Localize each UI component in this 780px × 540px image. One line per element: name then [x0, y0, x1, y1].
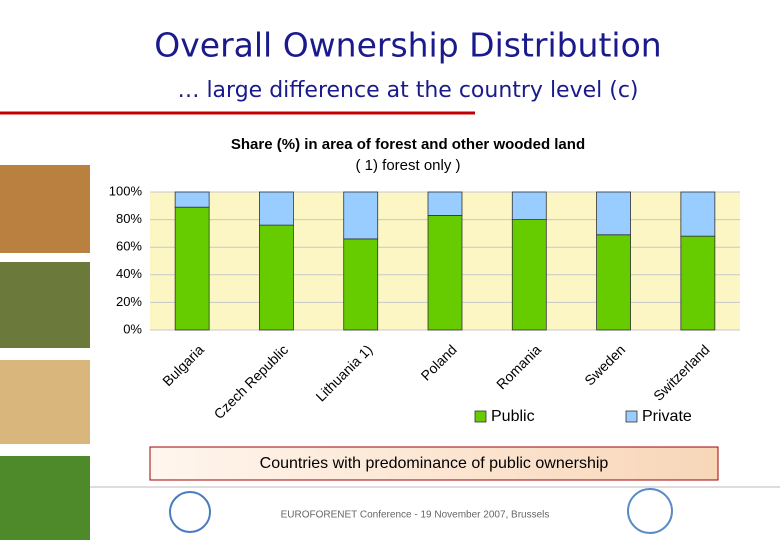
callout-box	[149, 446, 719, 481]
photo-logs	[0, 165, 90, 253]
footer-text: EUROFORENET Conference - 19 November 200…	[281, 510, 550, 521]
bar-segment	[427, 191, 463, 216]
x-tick-label: Lithuania 1)	[312, 341, 375, 404]
un-logo	[627, 488, 673, 534]
y-tick-label: 100%	[109, 183, 143, 198]
callout-text: Countries with predominance of public ow…	[260, 455, 609, 472]
x-tick-label: Switzerland	[650, 341, 712, 403]
bar-segment	[427, 215, 463, 331]
bar-segment	[596, 234, 631, 331]
logo-ring	[169, 491, 211, 533]
fao-logo	[169, 491, 211, 533]
bar-segment	[343, 191, 379, 240]
x-tick-label: Romania	[493, 341, 544, 392]
y-tick-label: 0%	[123, 321, 142, 336]
bar-segment	[259, 224, 294, 331]
slide-subtitle: … large difference at the country level …	[177, 78, 638, 103]
photo-chips	[0, 360, 90, 444]
bar-segment	[259, 191, 294, 226]
bar-segment	[511, 191, 547, 221]
x-tick-label: Czech Republic	[211, 341, 292, 422]
y-tick-label: 40%	[116, 266, 142, 281]
bar-segment	[596, 191, 631, 236]
photo-forest	[0, 262, 90, 348]
photo-strip	[0, 165, 90, 540]
bar-segment	[174, 191, 210, 208]
photo-leaves	[0, 456, 90, 540]
legend-label: Private	[642, 408, 692, 425]
x-tick-label: Sweden	[581, 341, 628, 388]
bar-segment	[174, 206, 210, 331]
y-tick-label: 20%	[116, 294, 142, 309]
y-tick-label: 80%	[116, 211, 142, 226]
bar-segment	[680, 235, 716, 331]
legend-swatch	[625, 410, 638, 423]
bar-segment	[511, 219, 547, 331]
legend-label: Public	[491, 408, 535, 425]
logo-ring	[627, 488, 673, 534]
chart-title: Share (%) in area of forest and other wo…	[231, 136, 585, 153]
x-tick-label: Poland	[418, 341, 460, 383]
bar-segment	[680, 191, 716, 237]
y-tick-label: 60%	[116, 239, 142, 254]
chart-subtitle: ( 1) forest only )	[355, 157, 460, 174]
bar-segment	[343, 238, 379, 331]
legend-swatch	[474, 410, 487, 423]
slide-title: Overall Ownership Distribution	[154, 26, 661, 65]
x-tick-label: Bulgaria	[159, 341, 207, 389]
